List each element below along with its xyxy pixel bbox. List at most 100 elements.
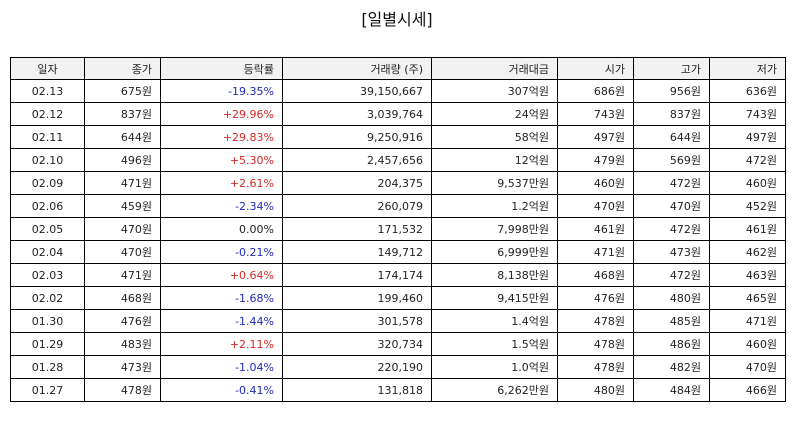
cell-change: +2.11% [160,332,283,356]
table-row: 02.13 675원 -19.35% 39,150,667 307억원 686원 956원 6… [10,79,786,103]
cell-close: 459원 [84,194,161,218]
column-header-date: 일자 [10,57,85,80]
cell-date: 02.13 [10,79,85,103]
cell-date: 02.06 [10,194,85,218]
table-row: 02.02 468원 -1.68% 199,460 9,415만원 476원 480원 465… [10,286,786,310]
cell-change: +0.64% [160,263,283,287]
cell-volume: 9,250,916 [282,125,432,149]
cell-change: -1.44% [160,309,283,333]
table-row: 02.09 471원 +2.61% 204,375 9,537만원 460원 472원 460… [10,171,786,195]
cell-amount: 1.0억원 [431,355,558,379]
page-title: [일별시세] [361,10,433,29]
column-header-change: 등락률 [160,57,283,80]
cell-open: 470원 [557,194,634,218]
cell-low: 460원 [709,171,786,195]
table-row: 02.11 644원 +29.83% 9,250,916 58억원 497원 644원 497… [10,125,786,149]
cell-amount: 9,415만원 [431,286,558,310]
table-row: 01.27 478원 -0.41% 131,818 6,262만원 480원 484원 466… [10,378,786,402]
cell-low: 471원 [709,309,786,333]
table-row: 02.12 837원 +29.96% 3,039,764 24억원 743원 837원 743… [10,102,786,126]
cell-open: 686원 [557,79,634,103]
cell-low: 460원 [709,332,786,356]
cell-high: 482원 [633,355,710,379]
column-header-open: 시가 [557,57,634,80]
column-header-amount: 거래대금 [431,57,558,80]
cell-amount: 7,998만원 [431,217,558,241]
cell-open: 743원 [557,102,634,126]
column-header-close: 종가 [84,57,161,80]
cell-change: +5.30% [160,148,283,172]
cell-low: 462원 [709,240,786,264]
cell-high: 569원 [633,148,710,172]
cell-amount: 307억원 [431,79,558,103]
cell-high: 480원 [633,286,710,310]
cell-low: 636원 [709,79,786,103]
cell-close: 675원 [84,79,161,103]
cell-open: 478원 [557,309,634,333]
cell-high: 472원 [633,263,710,287]
cell-open: 460원 [557,171,634,195]
cell-close: 496원 [84,148,161,172]
table-row: 02.05 470원 0.00% 171,532 7,998만원 461원 472원 461원 [10,217,786,241]
cell-date: 02.05 [10,217,85,241]
cell-close: 476원 [84,309,161,333]
cell-amount: 1.5억원 [431,332,558,356]
cell-close: 471원 [84,263,161,287]
cell-volume: 204,375 [282,171,432,195]
table-body: 02.13 675원 -19.35% 39,150,667 307억원 686원 956원 6… [10,79,786,402]
cell-high: 472원 [633,171,710,195]
cell-volume: 301,578 [282,309,432,333]
cell-close: 644원 [84,125,161,149]
cell-open: 479원 [557,148,634,172]
table-header-row: 일자 종가 등락률 거래량 (주) 거래대금 시가 고가 저가 [10,57,786,80]
cell-amount: 24억원 [431,102,558,126]
cell-low: 743원 [709,102,786,126]
cell-close: 470원 [84,217,161,241]
cell-date: 02.09 [10,171,85,195]
cell-volume: 260,079 [282,194,432,218]
cell-change: 0.00% [160,217,283,241]
cell-change: +29.83% [160,125,283,149]
cell-open: 497원 [557,125,634,149]
cell-volume: 131,818 [282,378,432,402]
cell-volume: 149,712 [282,240,432,264]
cell-close: 483원 [84,332,161,356]
cell-close: 837원 [84,102,161,126]
cell-close: 468원 [84,286,161,310]
table-row: 01.28 473원 -1.04% 220,190 1.0억원 478원 482원 470원 [10,355,786,379]
cell-volume: 39,150,667 [282,79,432,103]
cell-amount: 58억원 [431,125,558,149]
cell-open: 478원 [557,332,634,356]
cell-amount: 6,262만원 [431,378,558,402]
cell-volume: 320,734 [282,332,432,356]
cell-high: 485원 [633,309,710,333]
cell-date: 01.27 [10,378,85,402]
cell-high: 644원 [633,125,710,149]
cell-low: 466원 [709,378,786,402]
cell-change: +2.61% [160,171,283,195]
table-row: 02.04 470원 -0.21% 149,712 6,999만원 471원 473원 462… [10,240,786,264]
column-header-low: 저가 [709,57,786,80]
cell-amount: 8,138만원 [431,263,558,287]
column-header-volume: 거래량 (주) [282,57,432,80]
cell-low: 470원 [709,355,786,379]
cell-high: 837원 [633,102,710,126]
cell-high: 956원 [633,79,710,103]
daily-price-table: 일자 종가 등락률 거래량 (주) 거래대금 시가 고가 저가 02.13 675… [10,57,786,402]
cell-volume: 2,457,656 [282,148,432,172]
cell-low: 452원 [709,194,786,218]
cell-open: 471원 [557,240,634,264]
cell-close: 471원 [84,171,161,195]
cell-date: 02.03 [10,263,85,287]
cell-change: -1.04% [160,355,283,379]
cell-change: -0.41% [160,378,283,402]
cell-date: 01.28 [10,355,85,379]
cell-date: 02.04 [10,240,85,264]
cell-volume: 220,190 [282,355,432,379]
cell-change: -1.68% [160,286,283,310]
cell-open: 476원 [557,286,634,310]
cell-date: 01.29 [10,332,85,356]
cell-amount: 6,999만원 [431,240,558,264]
table-row: 01.30 476원 -1.44% 301,578 1.4억원 478원 485원 471원 [10,309,786,333]
cell-close: 473원 [84,355,161,379]
